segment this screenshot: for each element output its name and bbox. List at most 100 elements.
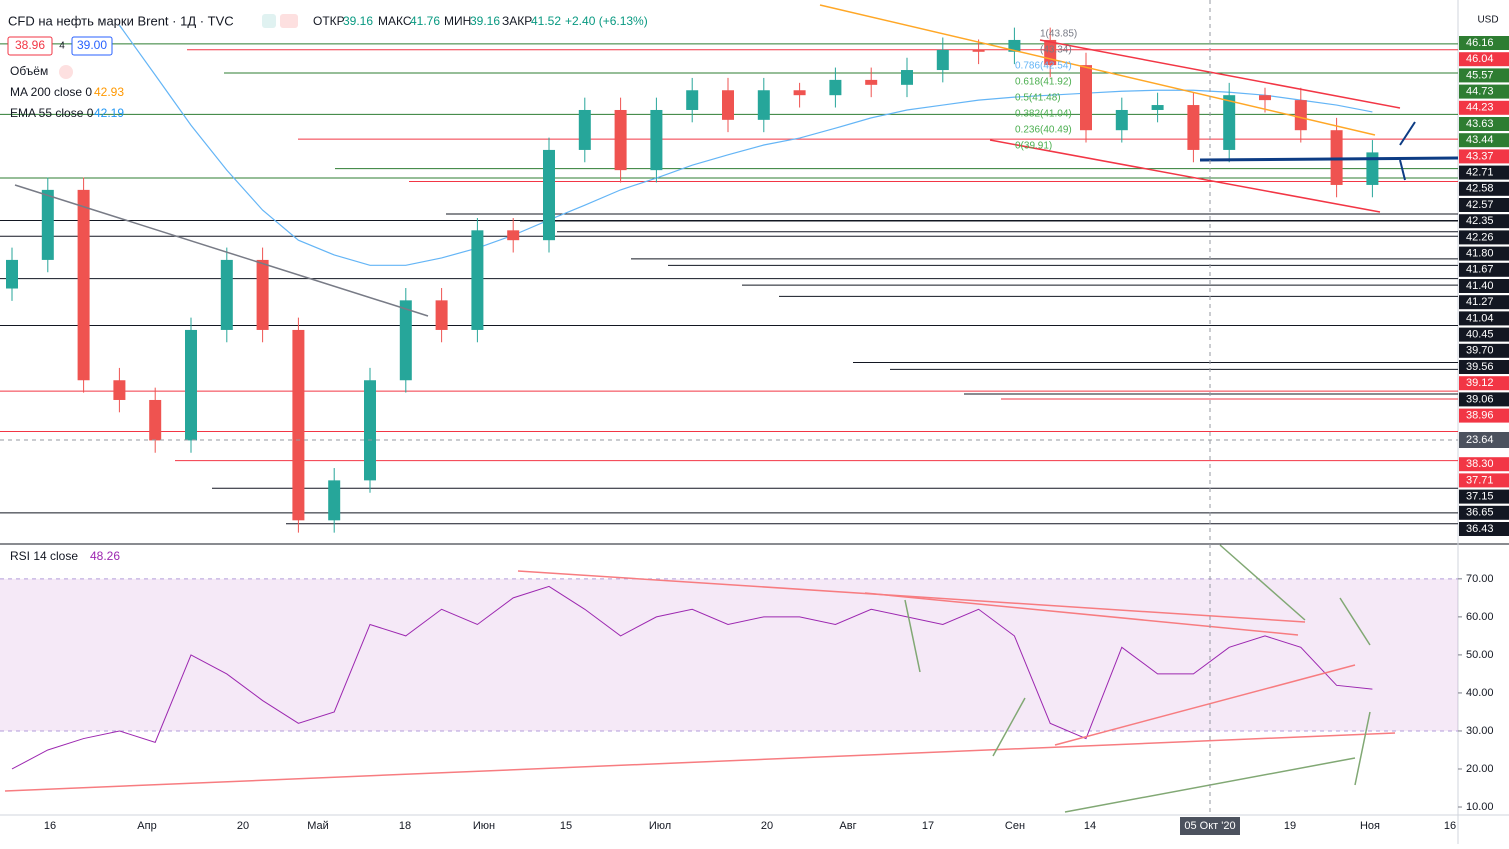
time-label: 05 Окт '20: [1184, 820, 1235, 832]
price-label: 41.40: [1466, 280, 1494, 292]
time-label: Апр: [137, 820, 156, 832]
time-label: 15: [560, 820, 572, 832]
candle-body: [936, 49, 949, 71]
price-label: 46.04: [1466, 53, 1494, 65]
rsi-tick-label: 50.00: [1466, 649, 1494, 661]
rsi-line: [904, 544, 1371, 813]
candle-body: [1151, 105, 1164, 110]
fib-label: 0.5(41.48): [1015, 93, 1061, 104]
candle-body: [185, 329, 197, 441]
candle-body: [614, 109, 627, 171]
price-label-bg: [1459, 262, 1509, 277]
candle-body: [757, 90, 770, 120]
rsi-trend: [1054, 664, 1356, 746]
price-label: 43.63: [1466, 118, 1494, 130]
candle-body: [328, 480, 341, 521]
price-label: 39.56: [1466, 361, 1494, 373]
fib-label: 0(39.91): [1015, 141, 1052, 152]
open-label: ОТКР: [313, 14, 345, 28]
buy-button[interactable]: [71, 36, 113, 56]
rsi-value: 48.26: [90, 549, 120, 563]
price-label-bg: [1459, 84, 1509, 99]
crosshair-label-bg: [1459, 432, 1509, 448]
price-label: 39.06: [1466, 393, 1494, 405]
candle-body: [829, 79, 842, 96]
price-label-bg: [1459, 198, 1509, 212]
volume-label: Объём: [10, 64, 48, 78]
price-label: 42.71: [1466, 167, 1494, 179]
time-label: 17: [922, 820, 934, 832]
plot-layer: [0, 24, 1458, 770]
fib-label: 0.786(42.54): [1015, 61, 1072, 72]
fib-label: 1(43.85): [1040, 29, 1077, 40]
rsi-tick-label: 20.00: [1466, 763, 1494, 775]
sell-price: 38.96: [15, 38, 45, 52]
rsi-line: [11, 585, 1373, 770]
candle-body: [650, 109, 663, 171]
price-label: 38.96: [1466, 410, 1494, 422]
price-label-bg: [1459, 295, 1509, 310]
candle-body: [1115, 109, 1128, 131]
trend-line: [989, 139, 1381, 213]
price-label: 40.45: [1466, 329, 1494, 341]
price-label-bg: [1459, 457, 1509, 472]
price-label-bg: [1459, 473, 1509, 488]
rsi-tick-label: 10.00: [1466, 801, 1494, 813]
time-label: 20: [761, 820, 773, 832]
price-label-bg: [1459, 149, 1509, 164]
price-label: 41.04: [1466, 312, 1494, 324]
price-label: 37.15: [1466, 491, 1494, 503]
close-label: ЗАКР: [502, 14, 532, 28]
price-label: 46.16: [1466, 37, 1494, 49]
price-label: 43.37: [1466, 150, 1494, 162]
price-label: 41.67: [1466, 264, 1494, 276]
price-label: 41.27: [1466, 296, 1494, 308]
time-label: 19: [1284, 820, 1296, 832]
candle-body: [471, 230, 484, 330]
price-label: 42.26: [1466, 231, 1494, 243]
price-label-bg: [1459, 376, 1509, 391]
price-label: 39.12: [1466, 377, 1494, 389]
price-label-bg: [1459, 165, 1509, 180]
candle-body: [865, 79, 878, 85]
candle-body: [578, 109, 591, 150]
warning-icon: [59, 65, 73, 79]
time-label: 16: [44, 820, 56, 832]
rsi-name: RSI 14 close: [10, 549, 78, 563]
time-label: 16: [1444, 820, 1456, 832]
low-label: МИН: [444, 14, 471, 28]
indicator-name: MA 200 close 0: [10, 85, 92, 99]
time-label: 18: [399, 820, 411, 832]
price-label-bg: [1459, 311, 1509, 326]
price-label-bg: [1459, 52, 1509, 67]
time-label: 14: [1084, 820, 1096, 832]
price-label-bg: [1459, 68, 1509, 83]
candle-body: [901, 70, 913, 85]
ma-line: [118, 24, 1373, 266]
candle-body: [292, 329, 305, 521]
price-label: 41.80: [1466, 248, 1494, 260]
price-label: 39.70: [1466, 345, 1494, 357]
price-label: 38.30: [1466, 458, 1494, 470]
trend-line: [14, 184, 429, 317]
indicator-name: EMA 55 close 0: [10, 106, 94, 120]
price-label-bg: [1459, 279, 1509, 293]
crosshair-label: 23.64: [1466, 434, 1494, 446]
eye-icon[interactable]: [262, 14, 276, 28]
high-label: МАКС: [378, 14, 412, 28]
price-label: 43.44: [1466, 134, 1494, 146]
sell-button[interactable]: [7, 36, 53, 56]
time-label-bg: [1180, 817, 1240, 835]
time-label: Авг: [839, 820, 856, 832]
time-label: Июн: [473, 820, 495, 832]
candle-body: [1223, 95, 1236, 150]
indicator-value: 42.93: [94, 85, 124, 99]
time-label: 20: [237, 820, 249, 832]
candle-body: [722, 90, 734, 120]
price-label: 44.23: [1466, 102, 1494, 114]
candle-body: [1294, 100, 1307, 131]
candle-body: [41, 189, 54, 260]
trend-line: [819, 4, 1376, 136]
